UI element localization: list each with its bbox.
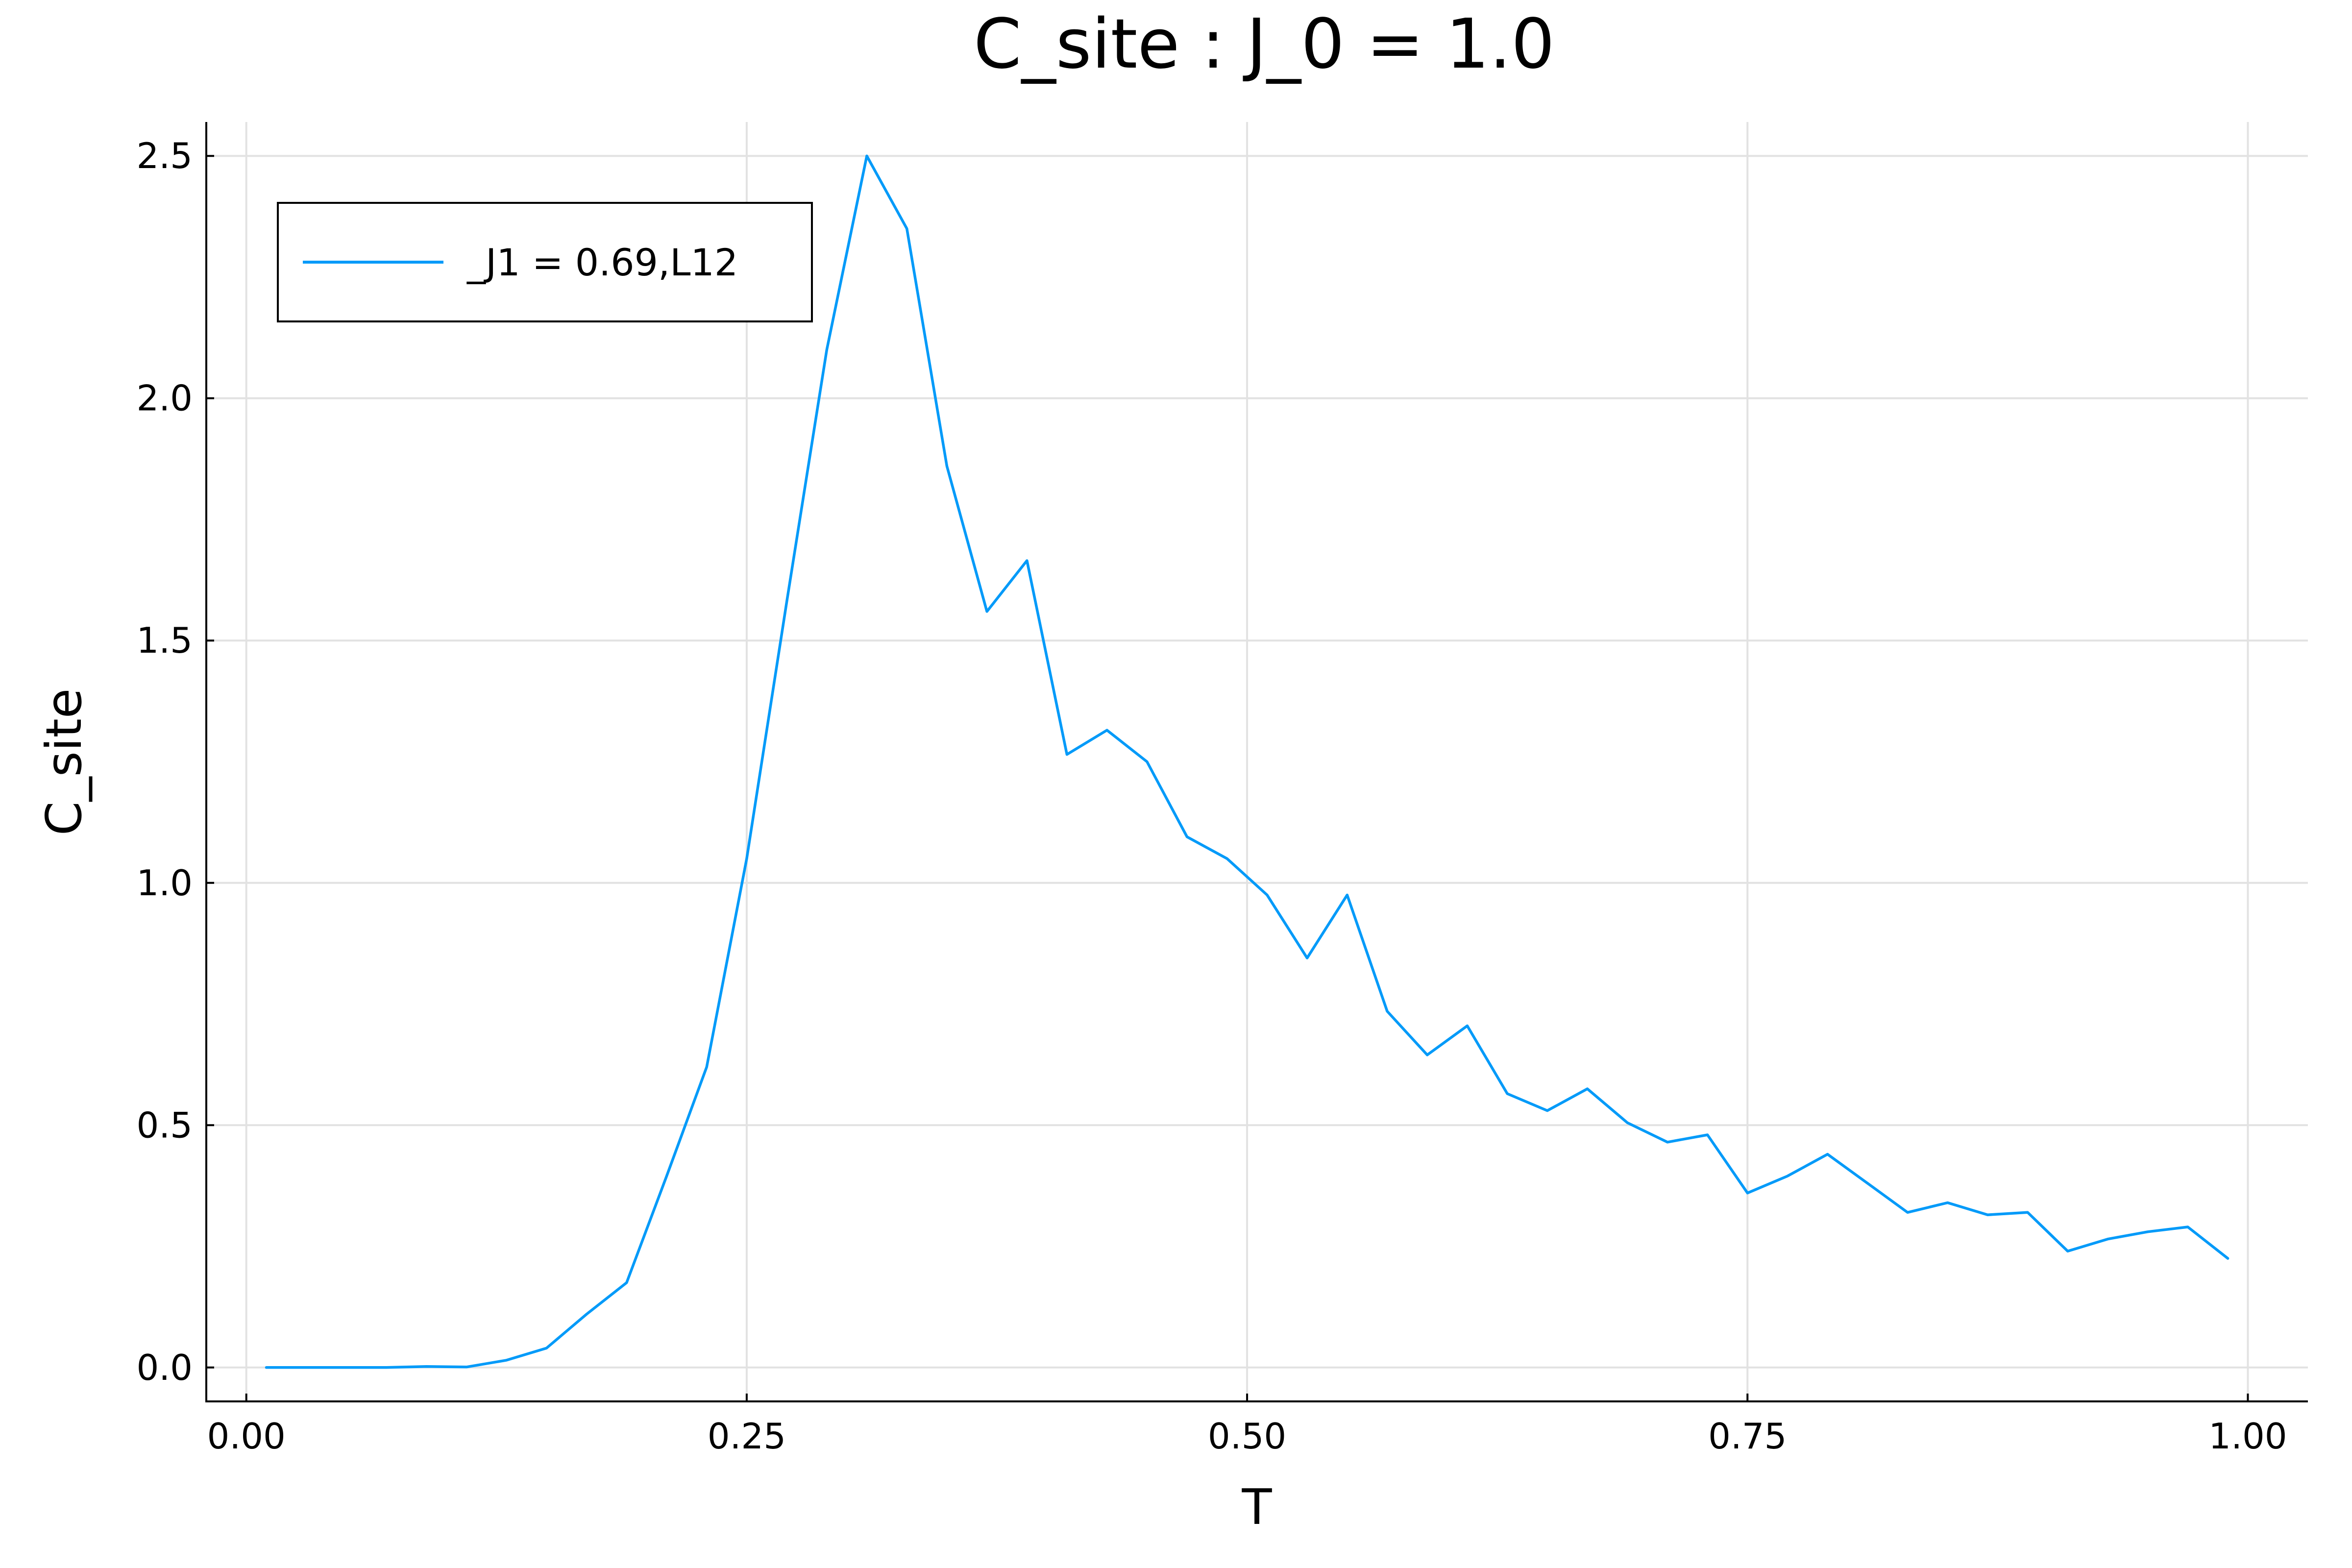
y-tick-label: 0.5 — [136, 1104, 193, 1146]
x-tick-label: 0.50 — [1208, 1416, 1286, 1457]
series-layer — [265, 154, 2230, 1369]
y-tick-label: 2.5 — [136, 135, 193, 176]
series-line — [265, 154, 2230, 1369]
legend-series-label: _J1 = 0.69,L12 — [466, 241, 738, 284]
y-tick-label: 0.0 — [136, 1347, 193, 1388]
y-tick-label: 1.0 — [136, 862, 193, 904]
x-tick-label: 0.00 — [207, 1416, 286, 1457]
axis-ticks: 0.00 0.25 0.50 0.75 1.00 0.0 0.5 1.0 1.5 2.0 2.5 — [136, 135, 2287, 1457]
legend: _J1 = 0.69,L12 — [277, 202, 813, 322]
x-tick-label: 0.25 — [708, 1416, 786, 1457]
chart-title: C_site : J_0 = 1.0 — [974, 4, 1555, 84]
y-tick-label: 2.0 — [136, 378, 193, 419]
x-tick-label: 1.00 — [2208, 1416, 2287, 1457]
y-axis-label: C_site — [35, 688, 93, 835]
y-tick-label: 1.5 — [136, 620, 193, 661]
x-tick-label: 0.75 — [1708, 1416, 1787, 1457]
x-axis-label: T — [1241, 1478, 1272, 1536]
grid-lines — [206, 122, 2308, 1401]
axis-spines — [205, 122, 2308, 1402]
